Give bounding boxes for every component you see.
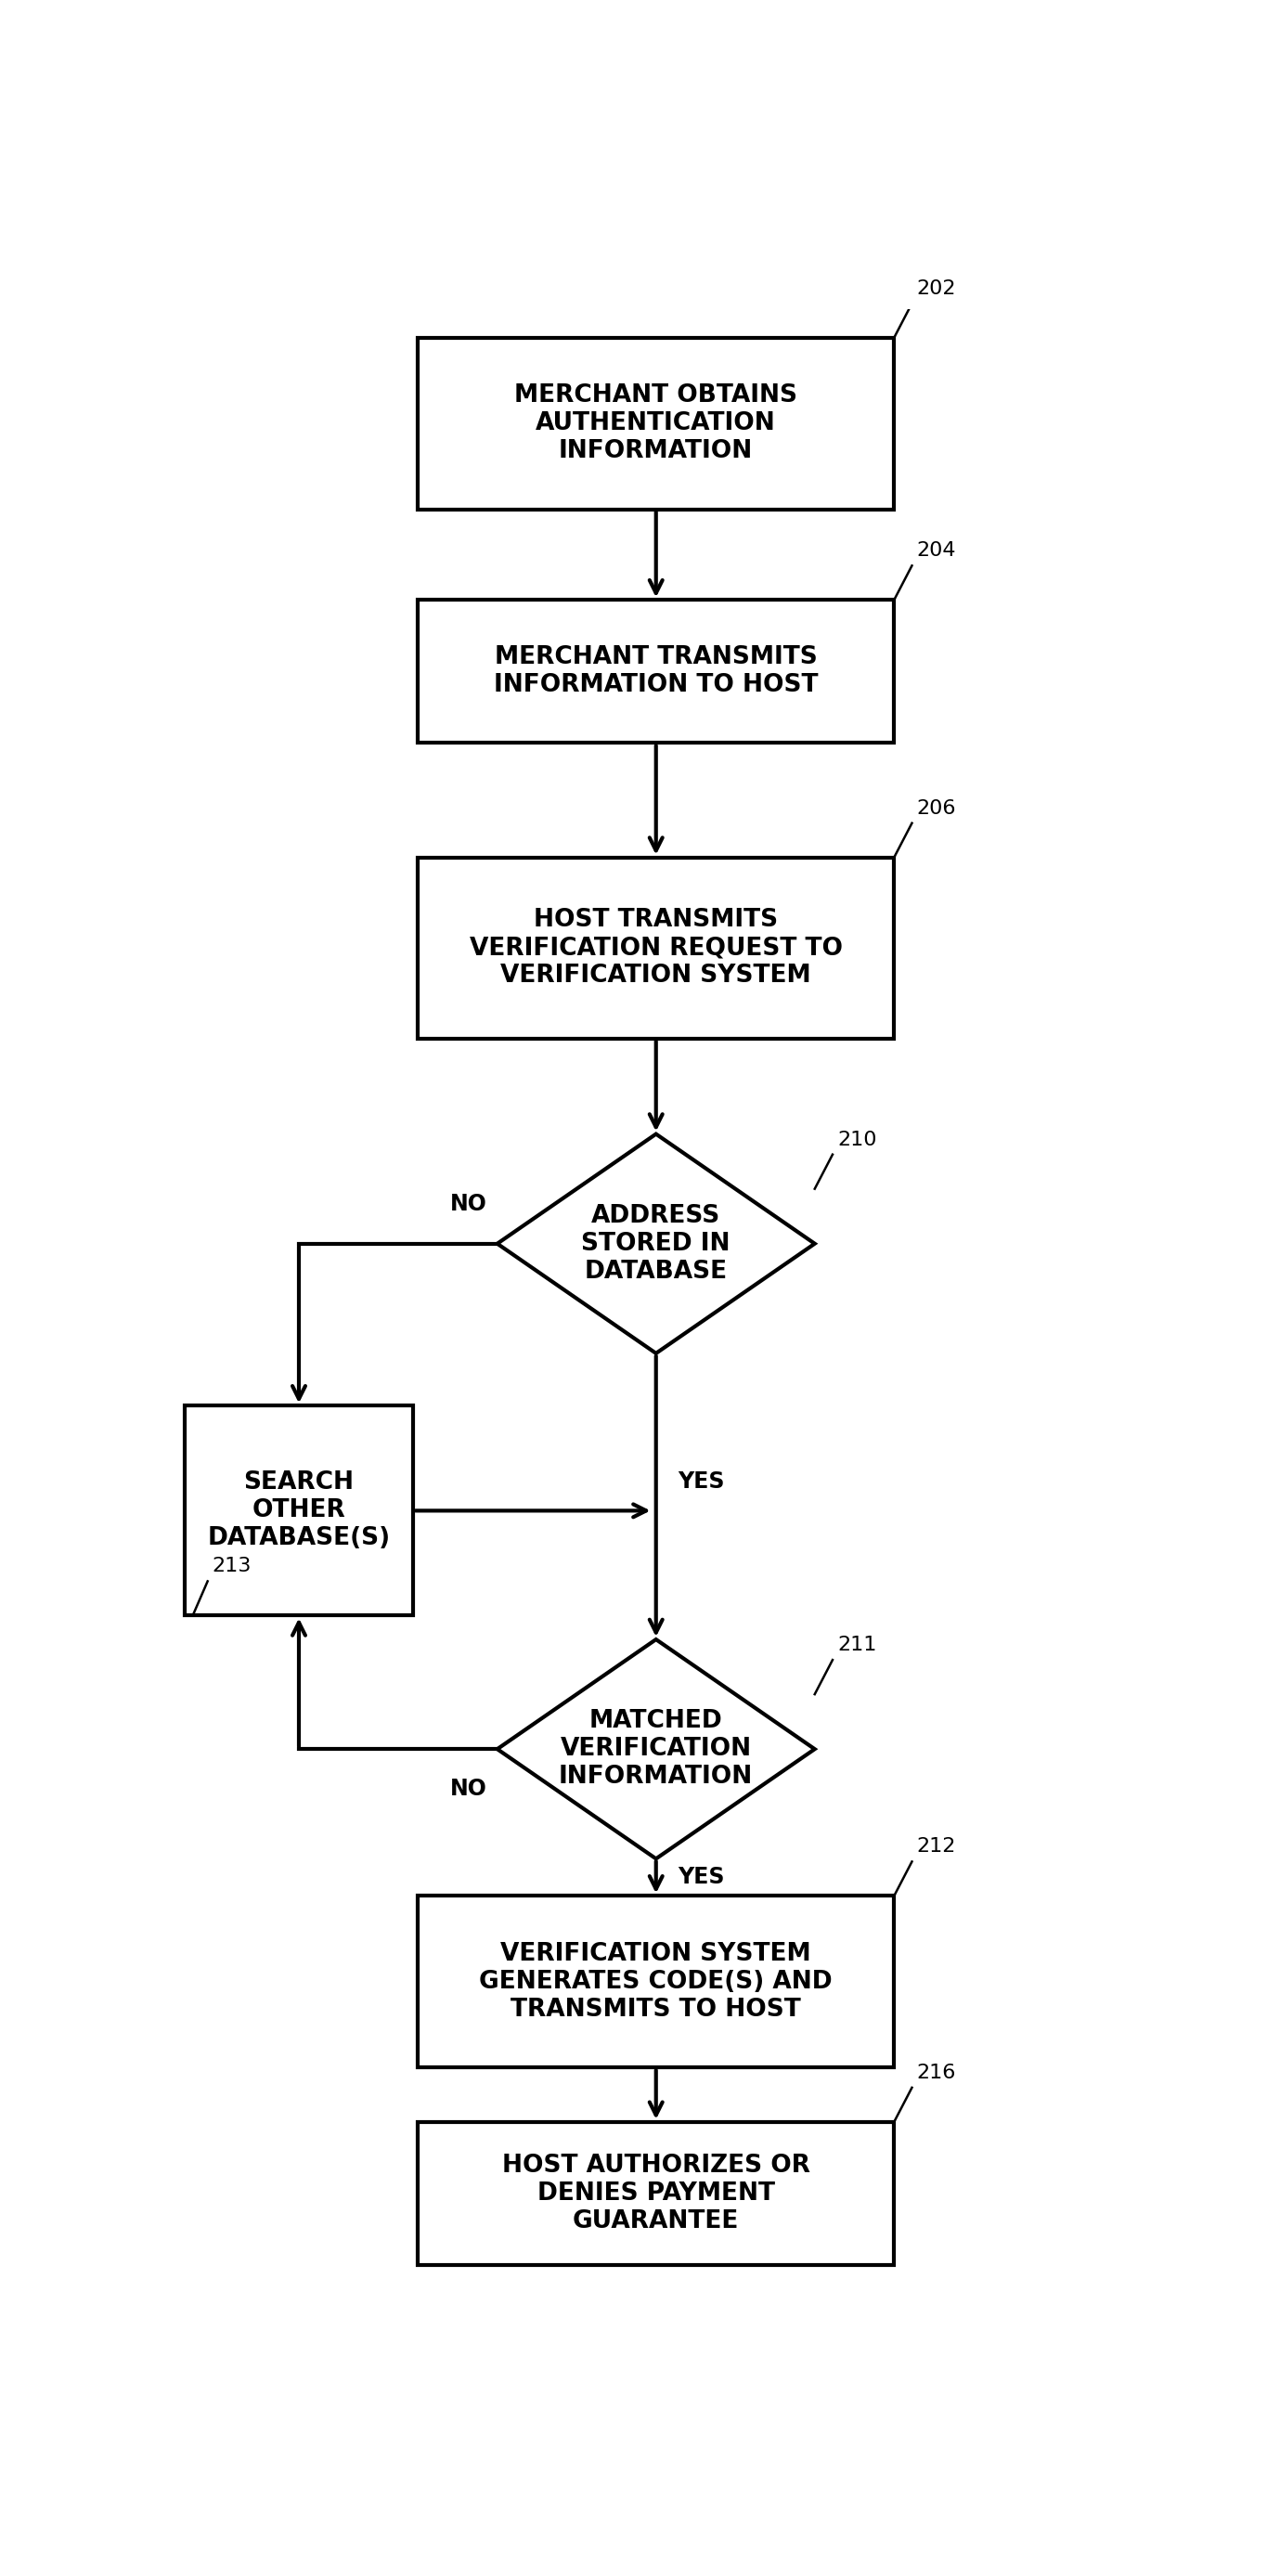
Text: HOST AUTHORIZES OR
DENIES PAYMENT
GUARANTEE: HOST AUTHORIZES OR DENIES PAYMENT GUARAN… xyxy=(502,2154,810,2233)
FancyBboxPatch shape xyxy=(417,337,895,510)
Text: MATCHED
VERIFICATION
INFORMATION: MATCHED VERIFICATION INFORMATION xyxy=(559,1708,753,1788)
Text: 206: 206 xyxy=(916,799,956,817)
FancyBboxPatch shape xyxy=(417,1896,895,2069)
Text: 210: 210 xyxy=(837,1131,877,1149)
FancyBboxPatch shape xyxy=(417,858,895,1038)
Text: YES: YES xyxy=(678,1865,724,1888)
Text: MERCHANT TRANSMITS
INFORMATION TO HOST: MERCHANT TRANSMITS INFORMATION TO HOST xyxy=(494,647,818,698)
Text: NO: NO xyxy=(451,1777,488,1801)
Text: MERCHANT OBTAINS
AUTHENTICATION
INFORMATION: MERCHANT OBTAINS AUTHENTICATION INFORMAT… xyxy=(515,384,797,464)
FancyBboxPatch shape xyxy=(184,1406,413,1615)
Text: 212: 212 xyxy=(916,1837,956,1855)
Text: SEARCH
OTHER
DATABASE(S): SEARCH OTHER DATABASE(S) xyxy=(207,1471,390,1551)
FancyBboxPatch shape xyxy=(417,600,895,742)
Text: 204: 204 xyxy=(916,541,956,559)
Text: 211: 211 xyxy=(837,1636,877,1654)
Text: HOST TRANSMITS
VERIFICATION REQUEST TO
VERIFICATION SYSTEM: HOST TRANSMITS VERIFICATION REQUEST TO V… xyxy=(470,909,842,989)
Text: YES: YES xyxy=(678,1471,724,1492)
Polygon shape xyxy=(498,1638,815,1860)
Text: ADDRESS
STORED IN
DATABASE: ADDRESS STORED IN DATABASE xyxy=(581,1203,731,1283)
Text: 216: 216 xyxy=(916,2063,956,2081)
Text: 202: 202 xyxy=(916,278,956,299)
FancyBboxPatch shape xyxy=(417,2123,895,2264)
Text: NO: NO xyxy=(451,1193,488,1216)
Text: 213: 213 xyxy=(211,1556,251,1577)
Polygon shape xyxy=(498,1133,815,1352)
Text: VERIFICATION SYSTEM
GENERATES CODE(S) AND
TRANSMITS TO HOST: VERIFICATION SYSTEM GENERATES CODE(S) AN… xyxy=(479,1942,833,2022)
